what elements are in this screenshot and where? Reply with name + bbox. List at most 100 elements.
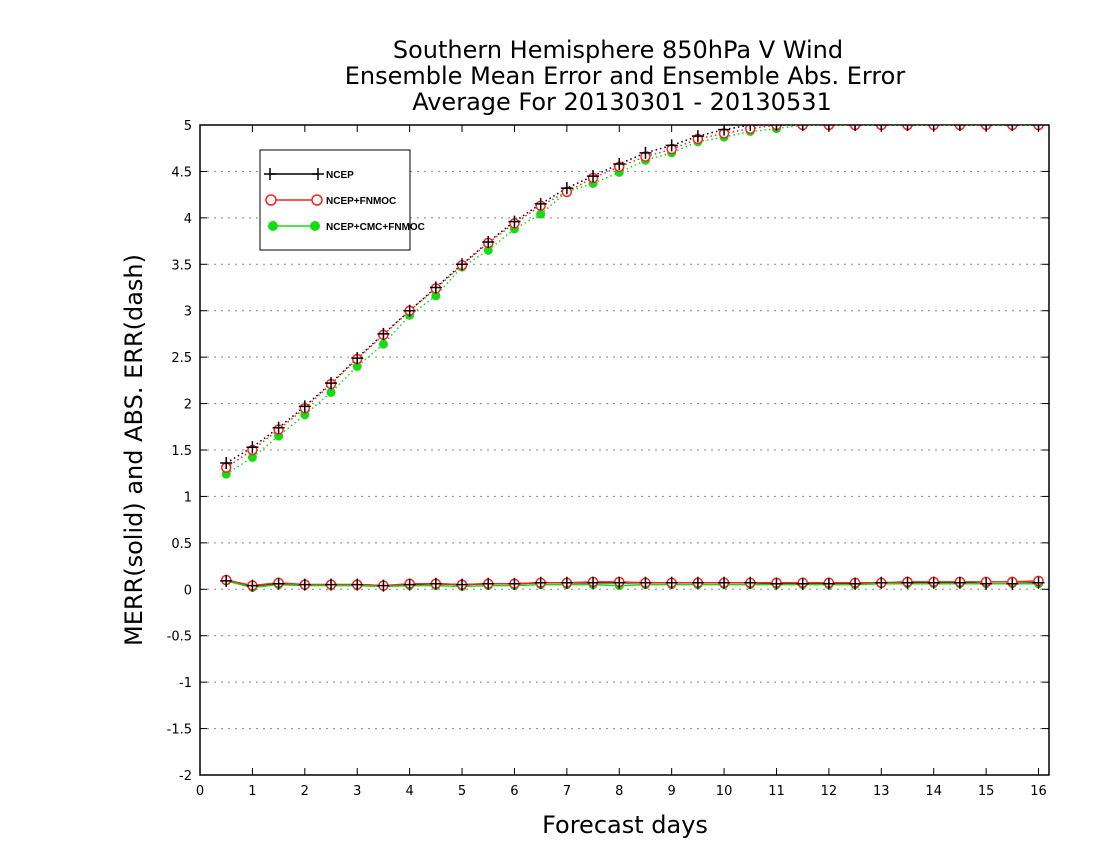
mean-err-point-ncep [377, 579, 390, 592]
mean-err-point-ncep [1032, 576, 1045, 589]
x-tick-label: 1 [248, 784, 256, 799]
y-tick-label: 3 [184, 305, 192, 320]
abs-err-line-ncep-fnmoc [225, 125, 1039, 469]
abs-err-point-ncep [849, 125, 862, 131]
abs-err-point-ncep-cmc-fnmoc [431, 291, 441, 301]
x-tick-label: 3 [353, 784, 361, 799]
mean-err-point-ncep [482, 577, 495, 590]
abs-err-point-ncep [403, 304, 416, 317]
mean-err-point-ncep [429, 577, 442, 590]
x-tick-label: 11 [768, 784, 785, 799]
x-tick-label: 10 [716, 784, 733, 799]
mean-err-point-ncep [927, 576, 940, 589]
y-tick-label: -1 [179, 676, 192, 691]
abs-err-point-ncep [691, 130, 704, 143]
legend-label-ncep: NCEP [326, 170, 354, 181]
x-tick-label: 16 [1030, 784, 1047, 799]
chart-title: Southern Hemisphere 850hPa V Wind Ensemb… [345, 36, 906, 116]
mean-err-point-ncep [298, 578, 311, 591]
y-tick-label: 2 [184, 398, 192, 413]
legend-entry-ncep-cmc-fnmoc: NCEP+CMC+FNMOC [268, 221, 425, 233]
chart-title-line-2: Ensemble Mean Error and Ensemble Abs. Er… [345, 62, 906, 90]
abs-err-point-ncep [980, 125, 993, 131]
legend-marker-ncep-fnmoc-left [265, 194, 277, 206]
y-tick-label: -0.5 [167, 630, 192, 645]
abs-err-line-ncep-cmc-fnmoc [225, 125, 1039, 475]
mean-err-point-ncep [560, 576, 573, 589]
y-axis-ticks: -2 -1.5 -1 -0.5 0 0.5 1 1.5 2 2.5 3 3.5 4 4.5 5 [167, 119, 1049, 784]
mean-err-point-ncep [744, 576, 757, 589]
mean-err-point-ncep [770, 577, 783, 590]
legend-marker-ncep [264, 168, 324, 180]
x-tick-label: 4 [405, 784, 413, 799]
y-tick-label: 1.5 [171, 444, 192, 459]
y-tick-label: 1 [184, 490, 192, 505]
abs-err-point-ncep [560, 182, 573, 195]
abs-err-point-ncep [377, 327, 390, 340]
abs-err-point-ncep [613, 158, 626, 170]
legend-marker-ncep-cmc-fnmoc-right [310, 221, 320, 231]
abs-err-point-ncep-cmc-fnmoc [247, 452, 257, 462]
abs-err-point-ncep [429, 281, 442, 294]
abs-err-point-ncep [796, 125, 809, 131]
mean-err-point-ncep [953, 576, 966, 589]
x-tick-label: 13 [873, 784, 890, 799]
abs-err-point-ncep [1006, 125, 1019, 131]
y-tick-label: 4 [184, 212, 192, 227]
x-tick-label: 9 [668, 784, 676, 799]
mean-err-point-ncep [272, 577, 285, 590]
mean-err-point-ncep [613, 576, 626, 589]
abs-err-point-ncep [325, 377, 338, 390]
abs-err-point-ncep [718, 125, 731, 136]
y-tick-label: 4.5 [171, 165, 192, 180]
mean-err-point-ncep [587, 576, 600, 589]
y-tick-label: 0 [184, 583, 192, 598]
y-tick-label: 0.5 [171, 537, 192, 552]
abs-err-point-ncep [508, 215, 521, 228]
mean-err-point-ncep [901, 576, 914, 589]
legend-marker-ncep-cmc-fnmoc-left [268, 221, 278, 231]
mean-err-point-ncep [691, 576, 704, 589]
abs-err-point-ncep [456, 258, 469, 271]
abs-err-point-ncep-cmc-fnmoc [483, 245, 493, 255]
x-axis-ticks: 0 1 2 3 4 5 6 7 8 9 10 11 12 13 14 15 16 [196, 125, 1047, 799]
abs-err-point-ncep [272, 421, 285, 434]
x-tick-label: 8 [615, 784, 623, 799]
mean-err-point-ncep [665, 576, 678, 589]
abs-err-point-ncep [770, 125, 783, 131]
x-tick-label: 7 [563, 784, 571, 799]
mean-err-point-ncep [246, 579, 259, 592]
mean-err-point-ncep [980, 577, 993, 590]
abs-err-point-ncep-cmc-fnmoc [326, 387, 336, 397]
abs-err-point-ncep [220, 457, 233, 469]
abs-err-point-ncep [901, 125, 914, 131]
abs-err-point-ncep [587, 170, 600, 183]
mean-err-point-ncep [325, 578, 338, 591]
legend-entry-ncep-fnmoc: NCEP+FNMOC [265, 194, 396, 207]
x-tick-label: 2 [301, 784, 309, 799]
x-tick-label: 0 [196, 784, 204, 799]
y-tick-label: -1.5 [167, 723, 192, 738]
y-tick-label: 3.5 [171, 258, 192, 273]
mean-err-point-ncep [822, 577, 835, 590]
mean-err-point-ncep [220, 574, 233, 587]
abs-err-point-ncep [298, 400, 311, 413]
abs-err-point-ncep [665, 139, 678, 152]
abs-err-point-ncep [639, 146, 652, 159]
legend: NCEP NCEP+FNMOC NCEP+CMC+FNMOC [259, 149, 425, 251]
mean-err-point-ncep [534, 576, 547, 589]
mean-err-point-ncep [403, 578, 416, 591]
abs-err-point-ncep [927, 125, 940, 131]
x-tick-label: 14 [925, 784, 942, 799]
mean-err-point-ncep [1006, 577, 1019, 590]
abs-err-point-ncep [822, 125, 835, 131]
legend-entry-ncep: NCEP [264, 168, 354, 181]
abs-err-point-ncep [1032, 125, 1045, 131]
mean-err-point-ncep [796, 577, 809, 590]
y-tick-label: -2 [179, 769, 192, 784]
chart-title-line-1: Southern Hemisphere 850hPa V Wind [393, 36, 843, 64]
abs-err-point-ncep-cmc-fnmoc [378, 339, 388, 349]
mean-err-point-ncep [718, 576, 731, 589]
x-tick-label: 6 [510, 784, 518, 799]
